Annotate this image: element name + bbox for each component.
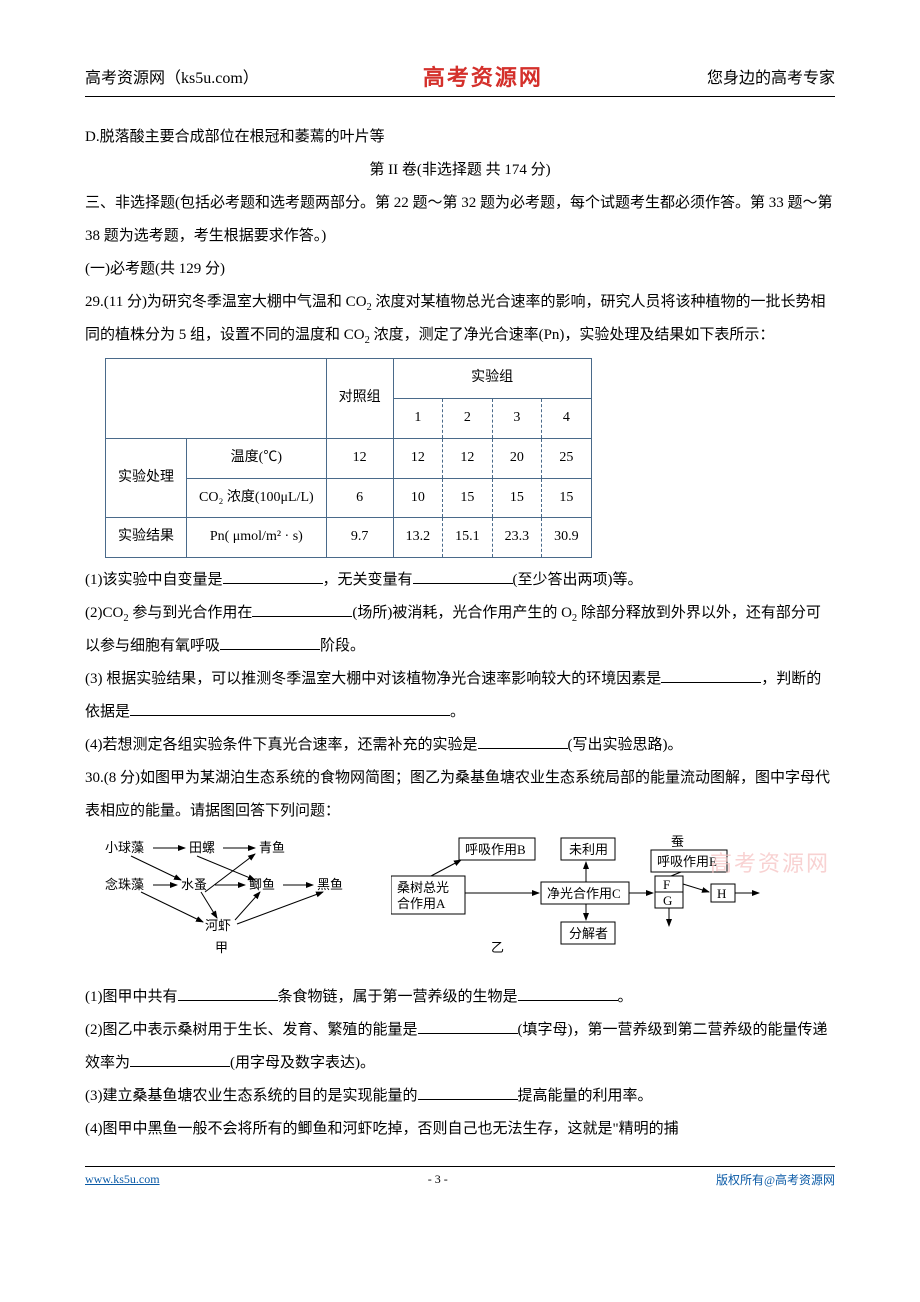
q29-stem: 29.(11 分)为研究冬季温室大棚中气温和 CO2 浓度对某植物总光合速率的影… [85, 286, 835, 352]
cell: 10 [393, 478, 443, 518]
footer-url: www.ks5u.com [85, 1172, 160, 1187]
required-q-heading: (一)必考题(共 129 分) [85, 253, 835, 286]
page-footer: www.ks5u.com - 3 - 版权所有@高考资源网 [85, 1166, 835, 1188]
box-weiliyong: 未利用 [569, 842, 608, 857]
option-d: D.脱落酸主要合成部位在根冠和萎蔫的叶片等 [85, 121, 835, 154]
document-body: D.脱落酸主要合成部位在根冠和萎蔫的叶片等 第 II 卷(非选择题 共 174 … [85, 121, 835, 1146]
node-heiyu: 黑鱼 [317, 877, 343, 892]
box-fenjie: 分解者 [569, 926, 608, 941]
cell: 12 [326, 438, 393, 478]
box-f: F [663, 877, 670, 892]
page-header: 高考资源网（ks5u.com） 高考资源网 您身边的高考专家 [85, 60, 835, 97]
diagram-yi: 呼吸作用B 未利用 蚕 呼吸作用E 桑树总光 合作用A 净光合作用C [391, 834, 771, 975]
cell: 9.7 [326, 518, 393, 558]
experiment-table: 对照组 实验组 1 2 3 4 实验处理 温度(℃) 12 12 12 20 2… [105, 358, 592, 558]
q30-4: (4)图甲中黑鱼一般不会将所有的鲫鱼和河虾吃掉，否则自己也无法生存，这就是"精明… [85, 1113, 835, 1146]
cell: 15 [443, 478, 493, 518]
cell: 15.1 [443, 518, 493, 558]
diagram-yi-label: 乙 [491, 940, 504, 955]
q29-1: (1)该实验中自变量是，无关变量有(至少答出两项)等。 [85, 564, 835, 597]
cell: 13.2 [393, 518, 443, 558]
th-1: 1 [393, 398, 443, 438]
cell: 30.9 [542, 518, 592, 558]
th-3: 3 [492, 398, 542, 438]
box-sangshu-1: 桑树总光 [397, 880, 449, 895]
section-3-intro: 三、非选择题(包括必考题和选考题两部分。第 22 题～第 32 题为必考题，每个… [85, 187, 835, 253]
cell: 20 [492, 438, 542, 478]
header-right: 您身边的高考专家 [707, 64, 835, 88]
q29-2: (2)CO2 参与到光合作用在(场所)被消耗，光合作用产生的 O2 除部分释放到… [85, 597, 835, 663]
box-g: G [663, 893, 672, 908]
row-label-treatment: 实验处理 [106, 438, 187, 518]
cell: 23.3 [492, 518, 542, 558]
footer-page-number: - 3 - [428, 1172, 448, 1187]
th-4: 4 [542, 398, 592, 438]
th-exp-group: 实验组 [393, 359, 591, 399]
node-qingyu: 青鱼 [259, 840, 285, 855]
q30-3: (3)建立桑基鱼塘农业生态系统的目的是实现能量的提高能量的利用率。 [85, 1080, 835, 1113]
box-h: H [717, 886, 726, 901]
node-xiaoqiuzao: 小球藻 [105, 840, 144, 855]
q29-3: (3) 根据实验结果，可以推测冬季温室大棚中对该植物净光合速率影响较大的环境因素… [85, 663, 835, 729]
cell: 12 [393, 438, 443, 478]
diagram-jia-label: 甲 [215, 940, 228, 955]
row-pn-label: Pn( μmol/m² · s) [187, 518, 327, 558]
header-left: 高考资源网（ks5u.com） [85, 64, 259, 88]
q30-stem: 30.(8 分)如图甲为某湖泊生态系统的食物网简图；图乙为桑基鱼塘农业生态系统局… [85, 762, 835, 828]
footer-copyright: 版权所有@高考资源网 [716, 1171, 835, 1188]
cell: 12 [443, 438, 493, 478]
q30-1: (1)图甲中共有条食物链，属于第一营养级的生物是。 [85, 981, 835, 1014]
box-sangshu-2: 合作用A [397, 896, 446, 911]
cell: 15 [492, 478, 542, 518]
row-label-result: 实验结果 [106, 518, 187, 558]
diagram-jia: 小球藻 田螺 青鱼 念珠藻 水蚤 鲫鱼 黑鱼 河虾 [105, 834, 363, 975]
section-2-title: 第 II 卷(非选择题 共 174 分) [85, 154, 835, 187]
q30-2: (2)图乙中表示桑树用于生长、发育、繁殖的能量是(填字母)，第一营养级到第二营养… [85, 1014, 835, 1080]
cell: 15 [542, 478, 592, 518]
box-jingguang: 净光合作用C [547, 886, 621, 901]
node-tianluo: 田螺 [189, 840, 215, 855]
node-hexia: 河虾 [205, 918, 231, 933]
th-control: 对照组 [326, 359, 393, 439]
cell: 25 [542, 438, 592, 478]
box-huxiE: 呼吸作用E [657, 854, 717, 869]
row-co2-label: CO₂ 浓度(100μL/L) [187, 478, 327, 518]
box-can: 蚕 [671, 834, 684, 849]
diagrams-row: 小球藻 田螺 青鱼 念珠藻 水蚤 鲫鱼 黑鱼 河虾 [105, 834, 835, 975]
cell: 6 [326, 478, 393, 518]
header-center-logo: 高考资源网 [423, 60, 543, 92]
q29-4: (4)若想测定各组实验条件下真光合速率，还需补充的实验是(写出实验思路)。 [85, 729, 835, 762]
row-temp-label: 温度(℃) [187, 438, 327, 478]
th-2: 2 [443, 398, 493, 438]
node-nianzhuzao: 念珠藻 [105, 877, 144, 892]
box-huxiB: 呼吸作用B [465, 842, 526, 857]
node-shuizao: 水蚤 [181, 877, 207, 892]
